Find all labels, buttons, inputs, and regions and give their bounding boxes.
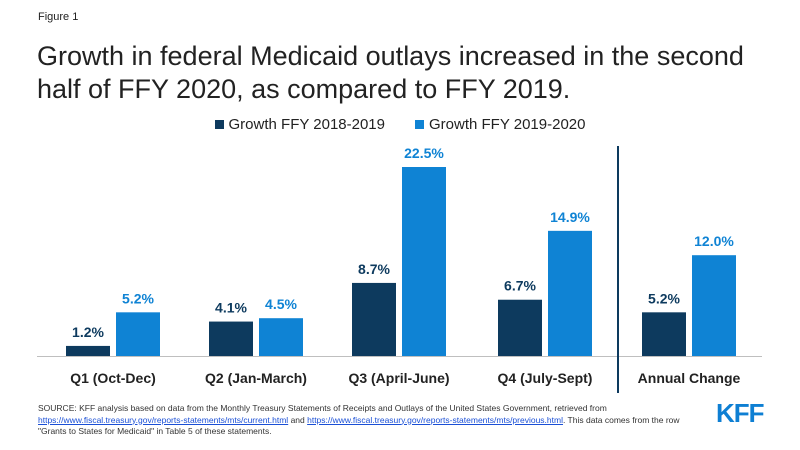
legend-swatch-series1 <box>214 119 224 129</box>
data-label-s2-1: 5.2% <box>122 290 154 306</box>
data-label-s1-4: 6.7% <box>504 278 536 294</box>
bar-s2-1 <box>116 312 160 356</box>
bar-s2-5 <box>692 255 736 356</box>
legend-item-series1: Growth FFY 2018-2019 <box>214 114 385 134</box>
bar-chart: 1.2% 5.2% Q1 (Oct-Dec) 4.1% 4.5% Q2 (Jan-Marc… <box>37 145 762 393</box>
legend-label-series2: Growth FFY 2019-2020 <box>429 115 586 133</box>
legend: Growth FFY 2018-2019 Growth FFY 2019-202… <box>0 114 800 134</box>
data-label-s1-1: 1.2% <box>72 324 104 340</box>
data-label-s2-2: 4.5% <box>265 296 297 312</box>
source-note: SOURCE: KFF analysis based on data from … <box>38 403 686 438</box>
source-text-prefix: SOURCE: KFF analysis based on data from … <box>38 403 607 413</box>
bar-s1-5 <box>642 312 686 356</box>
bar-s2-4 <box>548 230 592 356</box>
data-label-s1-3: 8.7% <box>358 261 390 277</box>
source-link-previous[interactable]: https://www.fiscal.treasury.gov/reports-… <box>307 414 563 425</box>
category-label-1: Q1 (Oct-Dec) <box>70 370 156 386</box>
kff-logo: KFF <box>716 398 765 428</box>
figure-label: Figure 1 <box>38 11 79 23</box>
legend-item-series2: Growth FFY 2019-2020 <box>415 114 585 134</box>
source-link-current[interactable]: https://www.fiscal.treasury.gov/reports-… <box>38 414 289 425</box>
data-label-s2-3: 22.5% <box>404 145 444 161</box>
bar-s1-3 <box>352 282 396 356</box>
data-label-s1-2: 4.1% <box>215 300 247 316</box>
chart-title: Growth in federal Medicaid outlays incre… <box>37 41 744 104</box>
category-label-4: Q4 (July-Sept) <box>498 370 593 386</box>
category-label-5: Annual Change <box>638 370 741 386</box>
bar-s1-2 <box>209 321 253 356</box>
data-label-s1-5: 5.2% <box>648 290 680 306</box>
bar-s2-2 <box>259 318 303 356</box>
data-label-s2-4: 14.9% <box>550 209 590 225</box>
bar-s2-3 <box>402 167 446 356</box>
category-label-2: Q2 (Jan-March) <box>205 370 307 386</box>
bar-s1-4 <box>498 299 542 356</box>
legend-swatch-series2 <box>415 119 424 129</box>
source-text-middle: and <box>288 414 308 425</box>
category-label-3: Q3 (April-June) <box>348 370 449 386</box>
source-text-suffix: . This data comes from the row "Grants t… <box>38 414 680 437</box>
bar-s1-1 <box>66 345 110 356</box>
data-label-s2-5: 12.0% <box>694 233 734 249</box>
legend-label-series1: Growth FFY 2018-2019 <box>228 115 385 133</box>
